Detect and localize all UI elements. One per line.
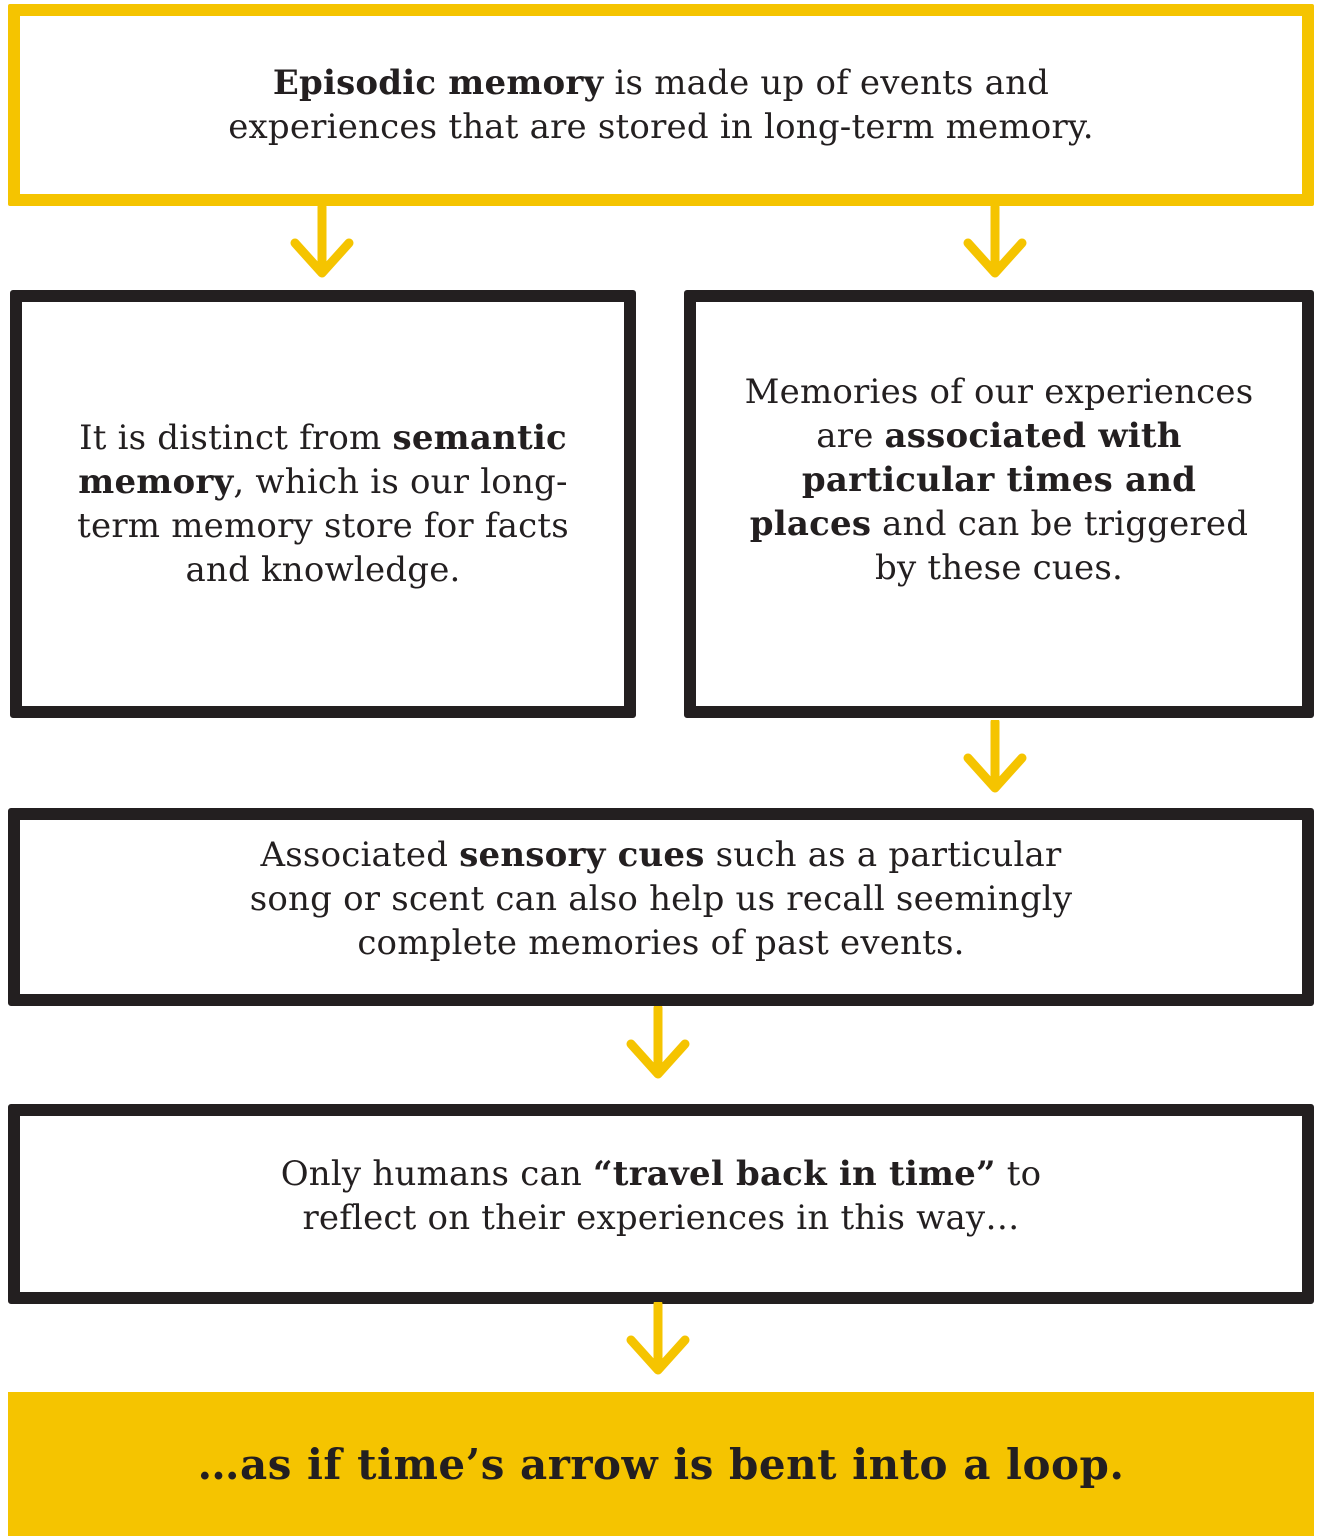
episodic-memory-definition-line1: is made up of events and [603, 63, 1050, 103]
time-travel-description: to reflect on their experiences in this … [302, 1154, 1042, 1238]
times-places-lead: Memories of our experiences are [744, 372, 1254, 456]
conclusion-text: …as if time’s arrow is bent into a loop. [197, 1439, 1125, 1489]
semantic-memory-term: semantic memory [78, 418, 567, 502]
conclusion-banner: …as if time’s arrow is bent into a loop. [8, 1392, 1314, 1536]
time-travel-text: Only humans can “travel back in time” to… [261, 1152, 1061, 1240]
times-places-text: Memories of our experiences are associat… [739, 370, 1259, 590]
episodic-memory-term: Episodic memory [272, 63, 604, 103]
semantic-memory-box: It is distinct from semantic memory, whi… [10, 290, 636, 718]
times-places-description: and can be triggered by these cues. [871, 504, 1249, 588]
down-arrow-icon [963, 205, 1027, 278]
time-travel-term: “travel back in time” [593, 1154, 996, 1194]
time-travel-box: Only humans can “travel back in time” to… [8, 1104, 1314, 1304]
time-travel-lead: Only humans can [280, 1154, 594, 1194]
semantic-memory-description: , which is our long-term memory store fo… [77, 462, 569, 590]
semantic-memory-lead: It is distinct from [79, 418, 393, 458]
times-places-box: Memories of our experiences are associat… [684, 290, 1314, 718]
down-arrow-icon [626, 1006, 690, 1079]
sensory-cues-term: sensory cues [459, 835, 705, 875]
episodic-memory-text: Episodic memory is made up of events and… [228, 61, 1094, 149]
episodic-memory-definition-line2: experiences that are stored in long-term… [228, 107, 1094, 147]
sensory-cues-text: Associated sensory cues such as a partic… [246, 833, 1076, 965]
semantic-memory-text: It is distinct from semantic memory, whi… [68, 416, 578, 592]
sensory-cues-description: such as a particular song or scent can a… [249, 835, 1073, 963]
episodic-memory-box: Episodic memory is made up of events and… [8, 4, 1314, 206]
sensory-cues-box: Associated sensory cues such as a partic… [8, 808, 1314, 1006]
down-arrow-icon [290, 205, 354, 278]
down-arrow-icon [963, 720, 1027, 793]
times-places-term: associated with particular times and pla… [749, 416, 1197, 544]
sensory-cues-lead: Associated [260, 835, 460, 875]
down-arrow-icon [626, 1302, 690, 1375]
